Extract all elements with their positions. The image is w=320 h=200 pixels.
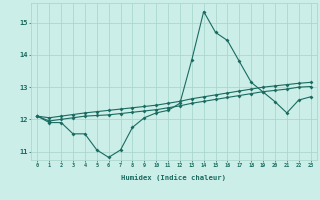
X-axis label: Humidex (Indice chaleur): Humidex (Indice chaleur): [122, 174, 227, 181]
